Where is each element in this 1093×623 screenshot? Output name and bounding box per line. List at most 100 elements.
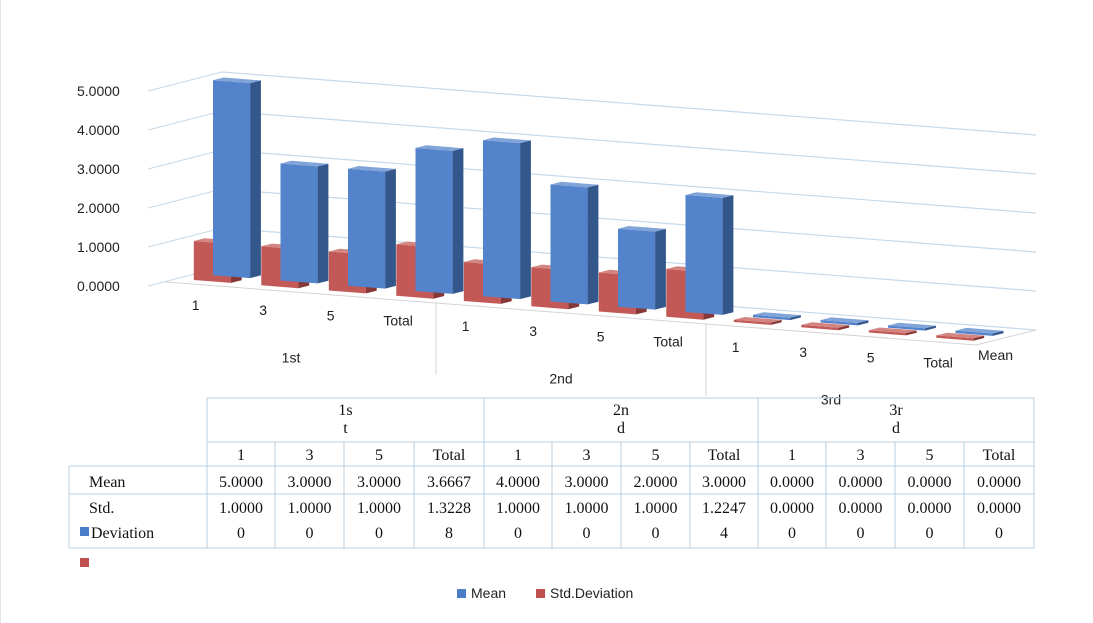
table-cell-std: 1.0000 — [357, 500, 401, 517]
table-category-header: 3 — [857, 447, 865, 464]
table-group-header: 3r — [889, 402, 903, 419]
bar-top — [483, 137, 531, 144]
table-cell-mean: 5.0000 — [219, 474, 263, 491]
gridline-side — [147, 71, 223, 92]
bar-top — [888, 322, 936, 329]
table-cell-std: 0 — [583, 525, 591, 542]
bar-front — [280, 163, 318, 284]
table-cell-std: 0 — [926, 525, 934, 542]
gridline-side — [147, 227, 223, 248]
table-cell-std: 1.0000 — [565, 500, 609, 517]
table-cell-std: 0.0000 — [839, 500, 883, 517]
table-row-label-mean: Mean — [89, 474, 125, 491]
bar-side — [905, 330, 917, 336]
x-tick-label: Total — [653, 334, 683, 350]
table-legend-swatch-mean — [80, 527, 89, 536]
table-row-label-std: Std. — [89, 500, 114, 517]
table-category-header: 3 — [306, 447, 314, 464]
table-cell-std: 0 — [857, 525, 865, 542]
legend-swatch-mean — [457, 589, 466, 598]
table-cell-mean: 4.0000 — [496, 474, 540, 491]
bar-side — [250, 80, 261, 279]
bar-top — [685, 192, 734, 198]
x-tick-label: 3 — [529, 323, 537, 339]
bar-top — [955, 327, 1004, 334]
legend-label-mean: Mean — [471, 585, 506, 601]
x-tick-label: 5 — [327, 307, 335, 323]
group-label: 3rd — [821, 392, 841, 408]
bar-top — [550, 181, 599, 188]
table-cell-std: 0 — [237, 525, 245, 542]
table-cell-std: 0 — [788, 525, 796, 542]
table-cell-std: 0.0000 — [770, 500, 814, 517]
table-cell-std: 4 — [720, 525, 728, 542]
table-cell-mean: 0.0000 — [839, 474, 883, 491]
table-category-header: 5 — [375, 447, 383, 464]
bar-top — [415, 145, 464, 151]
bar-mean-8 — [753, 312, 801, 321]
table-cell-mean: 0.0000 — [908, 474, 952, 491]
bar-top — [348, 166, 396, 172]
legend-label-std: Std.Deviation — [550, 585, 633, 601]
bar-mean-10 — [888, 322, 936, 331]
table-cell-mean: 3.0000 — [288, 474, 332, 491]
table-cell-std: 0 — [995, 525, 1003, 542]
legend-swatch-std — [536, 589, 545, 598]
group-label: 2nd — [549, 371, 572, 387]
table-group-header: d — [892, 420, 900, 437]
bar-std-8 — [733, 317, 782, 325]
bar-side — [520, 140, 531, 300]
table-cell-std: 1.0000 — [219, 500, 263, 517]
bar-side — [770, 319, 782, 325]
table-cell-std: 0 — [375, 525, 383, 542]
y-tick-label: 0.0000 — [77, 278, 120, 294]
table-category-header: 1 — [237, 447, 245, 464]
bar-front — [936, 335, 974, 341]
bar-side — [973, 335, 985, 341]
bar-side — [587, 184, 599, 305]
bar-mean-11 — [955, 327, 1004, 336]
table-cell-std: 0 — [306, 525, 314, 542]
table-cell-mean: 3.0000 — [702, 474, 746, 491]
x-tick-label: 1 — [192, 297, 200, 313]
bar-side — [857, 320, 869, 326]
gridline — [221, 110, 1037, 175]
gridline-side — [147, 188, 223, 209]
table-cell-mean: 0.0000 — [770, 474, 814, 491]
table-cell-mean: 3.0000 — [565, 474, 609, 491]
table-cell-std: 1.3228 — [427, 500, 471, 517]
gridline-side — [147, 149, 223, 170]
bar-std-11 — [936, 332, 985, 341]
y-tick-label: 2.0000 — [77, 200, 120, 216]
table-legend-swatch-std — [80, 558, 89, 567]
table-cell-mean: 0.0000 — [977, 474, 1021, 491]
bar-front — [685, 195, 723, 315]
bar-top — [213, 77, 261, 84]
table-category-header: 3 — [583, 447, 591, 464]
bar-top — [820, 317, 869, 323]
table-cell-std: 0 — [514, 525, 522, 542]
table-category-header: 1 — [514, 447, 522, 464]
bar-top — [280, 160, 329, 167]
bar-front — [820, 320, 858, 326]
table-cell-std: 1.0000 — [496, 500, 540, 517]
table-category-header: Total — [433, 447, 466, 464]
bar-mean-1 — [280, 160, 329, 284]
bar-front — [733, 319, 771, 325]
bar-mean-4 — [483, 137, 531, 300]
bar-std-9 — [801, 322, 850, 331]
table-cell-std: 1.0000 — [634, 500, 678, 517]
bar-side — [385, 168, 396, 289]
x-tick-label: Total — [383, 313, 413, 329]
bar-top — [733, 317, 782, 323]
depth-axis-label: Mean — [978, 347, 1013, 363]
table-cell-std: 1.0000 — [288, 500, 332, 517]
table-category-header: 5 — [926, 447, 934, 464]
gridline-side — [147, 110, 223, 131]
bar-top — [618, 226, 666, 232]
bar-side — [317, 163, 329, 284]
table-cell-std: 1.2247 — [702, 500, 746, 517]
bar-mean-6 — [618, 226, 666, 310]
